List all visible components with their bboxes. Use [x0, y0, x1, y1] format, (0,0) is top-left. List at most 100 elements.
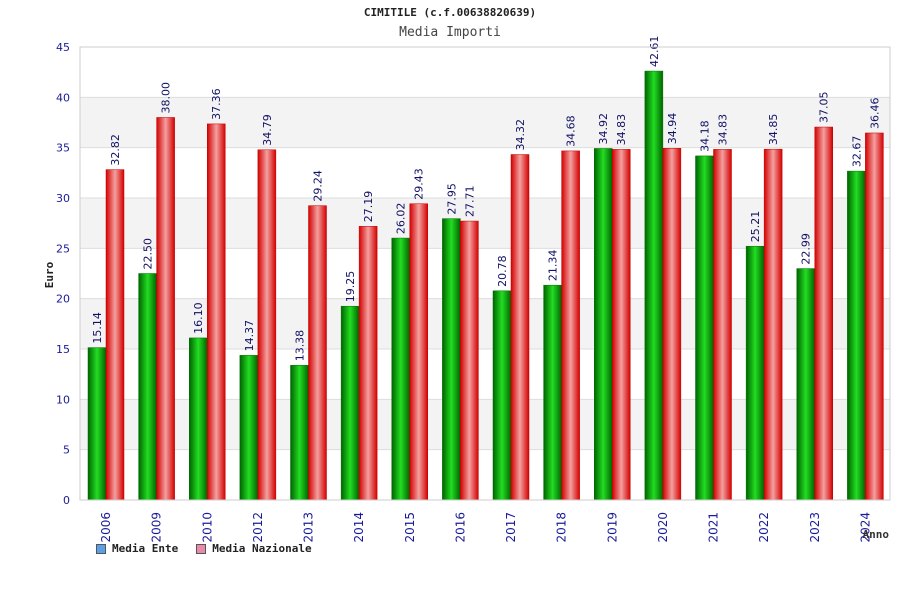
data-label-media-nazionale: 34.83 [615, 114, 628, 146]
bar-media-nazionale-2018 [561, 150, 580, 501]
data-label-media-ente: 27.95 [445, 183, 458, 215]
y-tick-label: 35 [56, 142, 70, 155]
data-label-media-nazionale: 38.00 [160, 82, 173, 114]
y-tick-label: 20 [56, 293, 70, 306]
bar-media-ente-2014 [340, 305, 360, 501]
bar-media-nazionale-2020 [662, 148, 682, 501]
x-tick-label: 2022 [757, 512, 771, 543]
data-label-media-nazionale: 29.43 [413, 168, 426, 200]
bar-media-nazionale-2019 [612, 149, 631, 501]
bar-media-nazionale-2021 [713, 149, 732, 501]
x-tick-label: 2021 [707, 512, 721, 543]
x-tick-label: 2015 [403, 512, 417, 543]
x-tick-label: 2012 [251, 512, 265, 543]
bar-media-ente-2017 [492, 290, 512, 501]
bar-media-nazionale-2015 [409, 203, 428, 501]
x-tick-label: 2014 [352, 512, 366, 543]
y-tick-label: 45 [56, 41, 70, 54]
data-label-media-ente: 13.38 [294, 330, 307, 362]
x-tick-label: 2017 [504, 512, 518, 543]
data-label-media-nazionale: 37.05 [818, 92, 831, 124]
bar-media-ente-2010 [189, 337, 208, 501]
data-label-media-nazionale: 29.24 [312, 170, 325, 202]
y-tick-label: 15 [56, 343, 70, 356]
x-tick-label: 2020 [656, 512, 670, 543]
data-label-media-nazionale: 34.68 [565, 115, 578, 147]
data-label-media-ente: 16.10 [192, 302, 205, 334]
chart-title: CIMITILE (c.f.00638820639) [363, 6, 537, 19]
data-label-media-ente: 20.78 [496, 255, 509, 287]
data-label-media-nazionale: 34.83 [717, 114, 730, 146]
bar-media-ente-2020 [644, 70, 664, 501]
data-label-media-ente: 15.14 [91, 312, 104, 344]
data-label-media-nazionale: 34.94 [666, 113, 679, 145]
y-tick-label: 0 [63, 494, 70, 507]
data-label-media-ente: 34.18 [699, 120, 712, 152]
y-tick-label: 10 [56, 393, 70, 406]
legend: Media Ente Media Nazionale [96, 542, 312, 555]
y-tick-label: 25 [56, 242, 70, 255]
bar-media-ente-2009 [138, 273, 157, 501]
data-label-media-nazionale: 34.85 [767, 114, 780, 146]
data-label-media-ente: 42.61 [648, 36, 661, 68]
bar-media-ente-2016 [442, 218, 461, 501]
legend-item-media-ente: Media Ente [96, 542, 178, 555]
data-label-media-nazionale: 32.82 [109, 134, 122, 166]
data-label-media-ente: 22.50 [142, 238, 155, 270]
bar-media-ente-2012 [239, 355, 259, 501]
bar-media-nazionale-2022 [763, 148, 783, 501]
data-label-media-ente: 25.21 [749, 211, 762, 243]
y-tick-label: 30 [56, 192, 70, 205]
y-axis-title: Euro [43, 261, 56, 288]
data-label-media-nazionale: 37.36 [210, 88, 223, 120]
bar-media-ente-2015 [391, 237, 410, 501]
bar-media-ente-2013 [290, 365, 309, 501]
bar-media-nazionale-2009 [156, 117, 175, 501]
bar-media-ente-2018 [543, 284, 562, 501]
data-label-media-ente: 32.67 [850, 136, 863, 168]
chart-subtitle: Media Importi [399, 25, 501, 40]
x-tick-label: 2018 [555, 512, 569, 543]
x-axis-title: Anno [863, 528, 890, 541]
x-tick-label: 2006 [99, 512, 113, 543]
bar-media-ente-2022 [745, 245, 765, 501]
x-tick-label: 2024 [858, 512, 872, 543]
bar-media-nazionale-2016 [460, 220, 479, 501]
plot-border [79, 46, 891, 501]
legend-swatch-media-ente [96, 543, 106, 554]
data-label-media-ente: 14.37 [243, 320, 256, 352]
bar-media-nazionale-2010 [207, 123, 226, 501]
bar-media-nazionale-2024 [865, 132, 884, 501]
x-tick-label: 2016 [453, 512, 467, 543]
bar-media-nazionale-2023 [814, 126, 833, 501]
y-tick-label: 5 [63, 444, 70, 457]
data-label-media-ente: 21.34 [547, 250, 560, 282]
x-tick-label: 2019 [605, 512, 619, 543]
bar-media-nazionale-2014 [358, 226, 378, 501]
legend-item-media-nazionale: Media Nazionale [196, 542, 312, 555]
x-tick-label: 2010 [200, 512, 214, 543]
bar-media-ente-2019 [594, 148, 613, 501]
x-tick-label: 2009 [150, 512, 164, 543]
data-label-media-ente: 19.25 [344, 271, 357, 303]
bar-media-ente-2006 [87, 347, 107, 501]
bar-media-nazionale-2013 [308, 205, 327, 501]
data-label-media-nazionale: 27.19 [362, 191, 375, 223]
bar-media-nazionale-2017 [510, 154, 530, 501]
data-label-media-nazionale: 36.46 [868, 97, 881, 129]
legend-label-media-ente: Media Ente [112, 542, 179, 555]
data-label-media-ente: 26.02 [395, 203, 408, 235]
x-tick-label: 2023 [808, 512, 822, 543]
legend-swatch-media-nazionale [196, 543, 207, 554]
data-label-media-ente: 22.99 [800, 233, 813, 265]
grid-band [80, 47, 890, 98]
bar-media-nazionale-2012 [257, 149, 277, 501]
bar-media-ente-2023 [796, 268, 815, 501]
x-tick-label: 2013 [302, 512, 316, 543]
data-label-media-nazionale: 34.32 [514, 119, 527, 151]
bar-media-ente-2021 [695, 155, 714, 501]
y-tick-label: 40 [56, 91, 70, 104]
legend-label-media-nazionale: Media Nazionale [212, 542, 312, 555]
data-label-media-nazionale: 27.71 [463, 186, 476, 218]
